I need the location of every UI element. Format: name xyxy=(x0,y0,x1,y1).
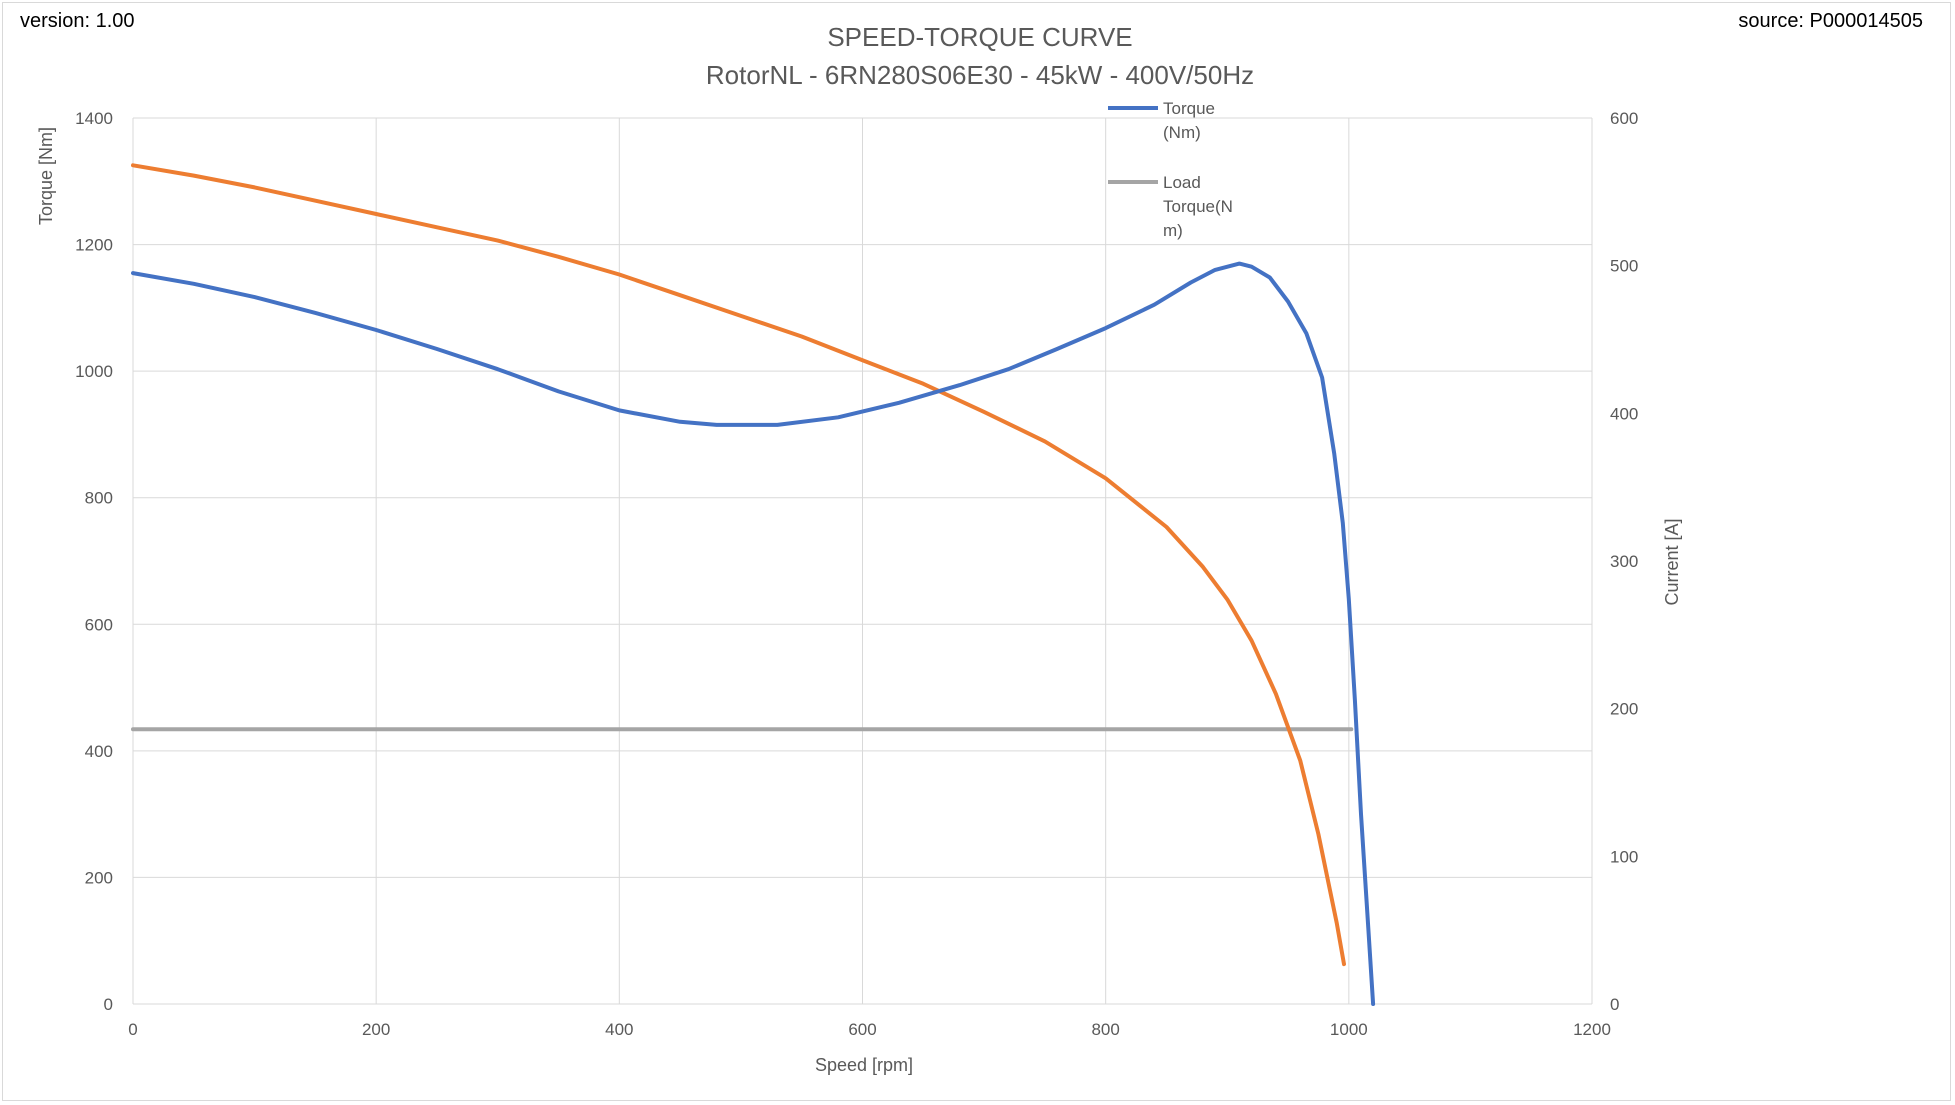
legend: Torque (Nm) Load Torque(N m) xyxy=(1108,99,1233,240)
version-label: version: 1.00 xyxy=(20,10,135,32)
y-tick-label: 1400 xyxy=(75,109,113,128)
y-axis-title: Torque [Nm] xyxy=(36,127,56,225)
y2-tick-label: 100 xyxy=(1610,847,1638,866)
y-tick-label: 0 xyxy=(104,995,113,1014)
x-tick-label: 0 xyxy=(128,1020,137,1039)
series-lines xyxy=(131,163,1376,1006)
tick-labels: 0 200 400 600 800 1000 12000200400600800100012… xyxy=(75,109,1638,1039)
chart-title: SPEED-TORQUE CURVE xyxy=(827,22,1132,52)
current-series-line xyxy=(131,163,1346,967)
x-tick-label: 200 xyxy=(362,1020,390,1039)
x-tick-label: 800 xyxy=(1091,1020,1119,1039)
y-tick-label: 200 xyxy=(85,868,113,887)
y-tick-label: 1200 xyxy=(75,236,113,255)
x-tick-label: 400 xyxy=(605,1020,633,1039)
chart-subtitle: RotorNL - 6RN280S06E30 - 45kW - 400V/50H… xyxy=(706,60,1254,90)
grid xyxy=(132,117,1593,1005)
y2-tick-label: 200 xyxy=(1610,700,1638,719)
y-tick-label: 1000 xyxy=(75,362,113,381)
y2-tick-label: 0 xyxy=(1610,995,1619,1014)
x-tick-label: 600 xyxy=(848,1020,876,1039)
x-tick-label: 1000 xyxy=(1330,1020,1368,1039)
legend-torque-label: Torque (Nm) xyxy=(1163,99,1215,142)
y-tick-label: 600 xyxy=(85,615,113,634)
y2-tick-label: 600 xyxy=(1610,109,1638,128)
y2-tick-label: 300 xyxy=(1610,552,1638,571)
y2-axis-title: Current [A] xyxy=(1662,518,1682,605)
y-tick-label: 400 xyxy=(85,742,113,761)
y2-tick-label: 500 xyxy=(1610,257,1638,276)
x-axis-title: Speed [rpm] xyxy=(815,1055,913,1075)
y-tick-label: 800 xyxy=(85,489,113,508)
source-label: source: P000014505 xyxy=(1738,10,1923,32)
x-tick-label: 1200 xyxy=(1573,1020,1611,1039)
torque-series-line xyxy=(131,261,1376,1006)
y2-tick-label: 400 xyxy=(1610,404,1638,423)
legend-load-torque-label: Load Torque(N m) xyxy=(1163,173,1233,240)
